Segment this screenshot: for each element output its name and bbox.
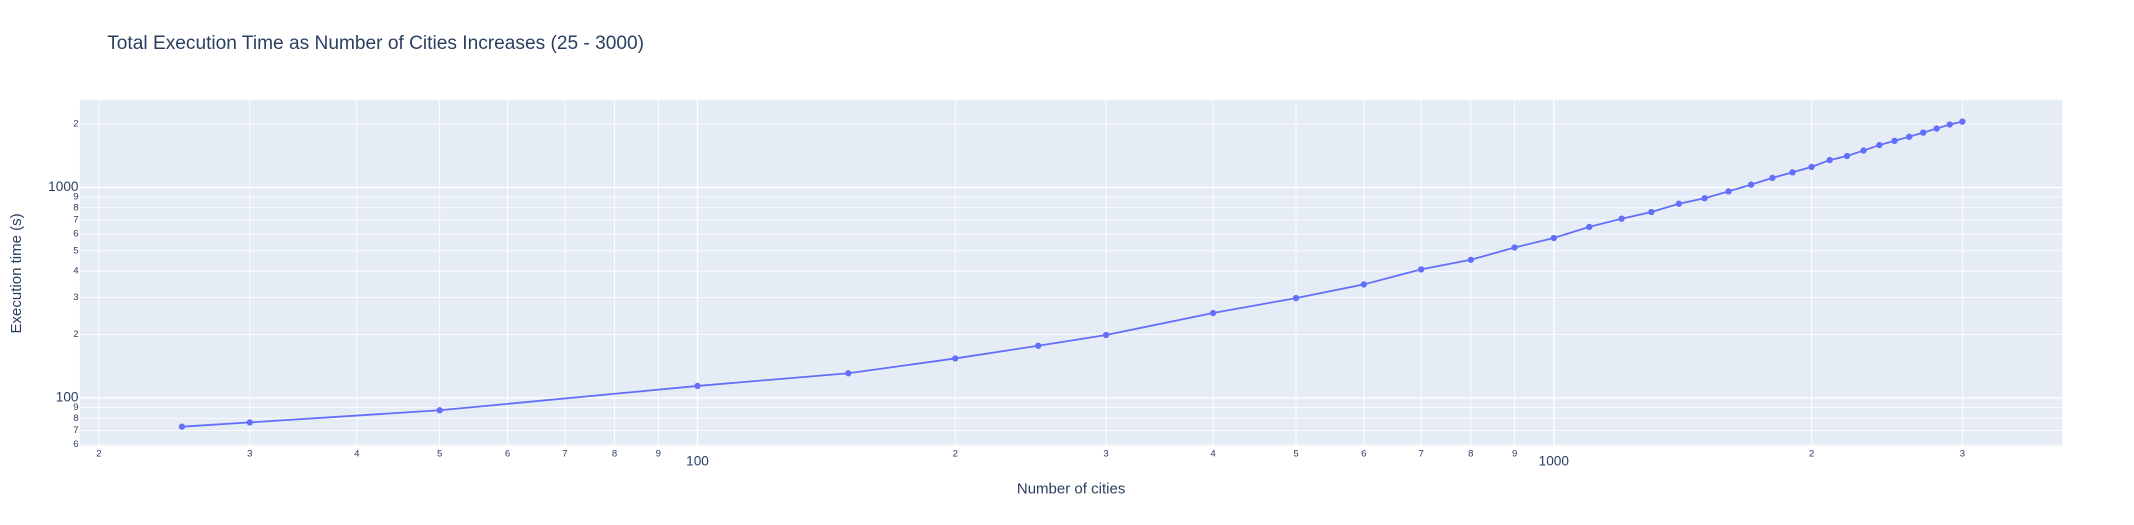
x-tick-label: 9 [656, 448, 661, 459]
data-point [246, 419, 253, 426]
y-tick-label: 4 [73, 266, 79, 277]
data-point [1789, 169, 1796, 176]
x-tick-label: 3 [1960, 448, 1965, 459]
grid [79, 99, 2063, 446]
data-point [1876, 141, 1883, 149]
data-point [436, 407, 443, 414]
x-tick-label: 1000 [1539, 454, 1570, 469]
x-tick-label: 7 [562, 448, 567, 459]
x-tick-label: 4 [354, 448, 360, 459]
data-point [1467, 256, 1474, 263]
data-point [1035, 342, 1042, 349]
data-point [1701, 195, 1708, 202]
data-point [178, 423, 186, 430]
data-point [1725, 188, 1732, 195]
data-point [1511, 244, 1518, 251]
x-tick-label: 2 [96, 448, 101, 459]
x-tick-label: 2 [1809, 448, 1814, 459]
x-tick-label: 5 [1293, 448, 1298, 459]
x-tick-label: 9 [1512, 448, 1517, 459]
y-tick-label: 6 [73, 439, 78, 450]
chart-title: Total Execution Time as Number of Cities… [107, 33, 644, 54]
x-axis-title: Number of cities [1017, 480, 1125, 497]
data-point [1959, 118, 1966, 125]
data-point [1860, 147, 1867, 154]
data-point [1418, 266, 1425, 273]
data-point [1891, 137, 1898, 145]
data-point [1102, 331, 1110, 339]
data-point [1292, 294, 1300, 302]
x-tick-label: 3 [1103, 448, 1108, 459]
x-tick-label: 8 [612, 448, 617, 459]
y-tick-label: 7 [73, 425, 78, 436]
x-tick-label: 6 [1361, 448, 1366, 459]
marks [178, 118, 1966, 430]
data-point [952, 355, 959, 362]
y-tick-label: 8 [73, 413, 78, 424]
y-tick-label: 2 [73, 329, 78, 340]
data-point [1826, 156, 1833, 164]
data-point [694, 382, 701, 390]
data-point [1648, 208, 1655, 216]
y-axis-title: Execution time (s) [8, 213, 25, 333]
x-tick-label: 2 [953, 448, 958, 459]
data-point [1586, 223, 1593, 231]
y-tick-label: 5 [73, 245, 78, 256]
y-tick-label: 7 [73, 215, 78, 226]
y-tick-label: 1000 [48, 179, 79, 194]
x-tick-label: 3 [247, 448, 252, 459]
data-point [1933, 125, 1940, 132]
data-point [1360, 281, 1367, 288]
plot-area [79, 99, 2063, 446]
x-tick-label: 100 [686, 454, 709, 469]
data-point [1747, 181, 1755, 188]
data-point [1618, 215, 1625, 222]
data-point [1209, 309, 1217, 317]
data-point [1808, 163, 1815, 171]
x-tick-label: 6 [505, 448, 510, 459]
data-point [1906, 133, 1913, 140]
y-tick-label: 6 [73, 229, 78, 240]
data-point [1843, 152, 1851, 160]
data-point [1769, 174, 1776, 181]
data-point [1550, 234, 1557, 242]
y-tick-label: 100 [56, 390, 79, 405]
y-tick-label: 3 [73, 292, 78, 303]
y-tick-label: 8 [73, 202, 78, 213]
x-tick-label: 8 [1468, 448, 1473, 459]
data-point [1946, 121, 1953, 128]
y-tick-label: 9 [73, 402, 78, 413]
y-tick-label: 2 [73, 119, 78, 130]
x-tick-label: 7 [1418, 448, 1423, 459]
y-tick-label: 9 [73, 192, 78, 203]
data-point [1920, 129, 1927, 136]
data-point [1675, 200, 1683, 207]
x-tick-label: 5 [437, 448, 442, 459]
x-tick-label: 4 [1210, 448, 1216, 459]
data-point [845, 370, 852, 377]
